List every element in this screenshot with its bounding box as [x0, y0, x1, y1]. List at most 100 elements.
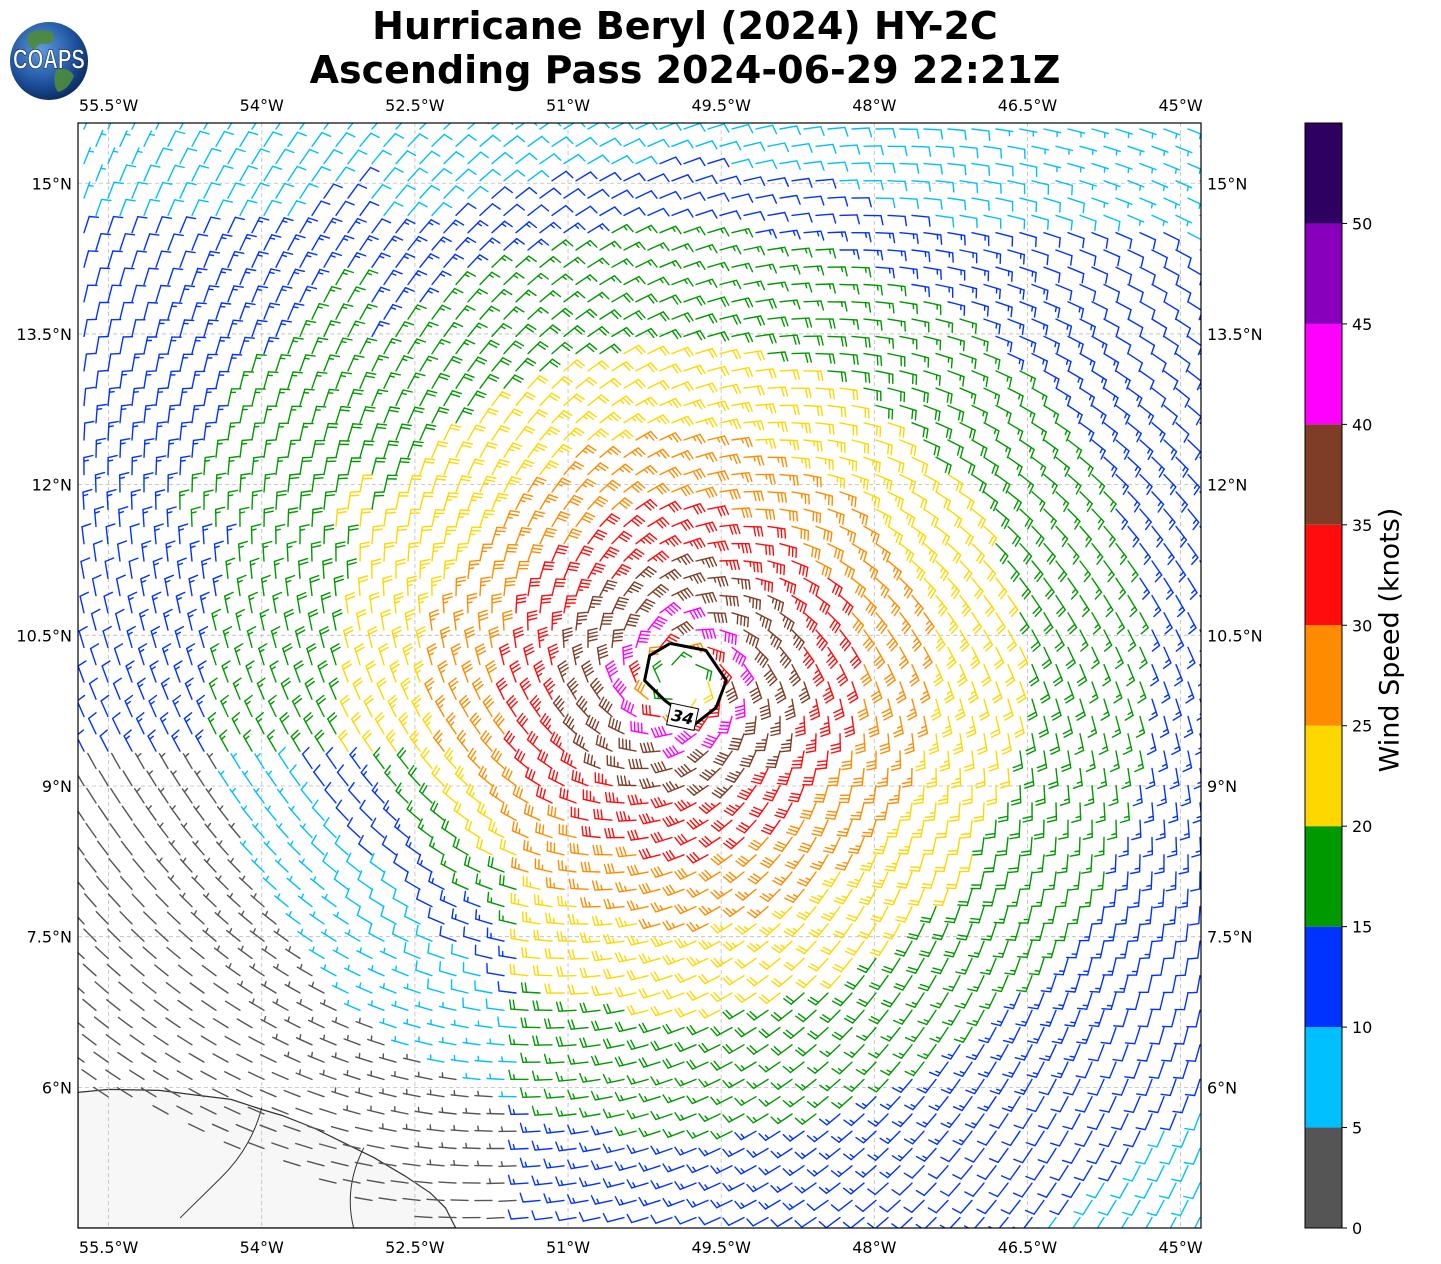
- wind-barb: [591, 915, 613, 926]
- wind-barb: [555, 1141, 577, 1152]
- wind-barb: [289, 764, 301, 787]
- wind-barb: [287, 507, 299, 528]
- wind-barb: [851, 612, 865, 634]
- wind-barb: [947, 473, 964, 493]
- wind-barb: [131, 284, 147, 303]
- wind-barb: [887, 214, 908, 227]
- wind-barb: [879, 1199, 901, 1213]
- wind-barb: [638, 1057, 661, 1068]
- wind-barb: [834, 854, 853, 871]
- wind-barb: [911, 819, 925, 838]
- wind-barb: [851, 127, 873, 138]
- wind-barb: [1170, 1199, 1189, 1217]
- wind-barb: [371, 252, 391, 268]
- wind-barb: [1055, 491, 1070, 513]
- wind-barb: [831, 1026, 853, 1041]
- wind-barb: [1079, 352, 1096, 372]
- wind-barb: [780, 733, 793, 753]
- wind-barb: [794, 1078, 817, 1091]
- wind-barb: [230, 753, 241, 770]
- wind-barb: [1055, 249, 1073, 266]
- wind-barb: [583, 752, 601, 770]
- wind-barb: [493, 712, 505, 735]
- wind-barb: [203, 250, 221, 268]
- wind-barb: [626, 1213, 649, 1224]
- wind-barb: [743, 350, 765, 361]
- wind-barb: [310, 834, 325, 856]
- wind-barb: [964, 1113, 985, 1129]
- wind-barb: [395, 287, 415, 303]
- wind-barb: [815, 283, 836, 294]
- wind-barb: [1089, 975, 1105, 993]
- wind-barb: [935, 249, 954, 263]
- wind-barb: [575, 545, 594, 562]
- wind-barb: [1054, 923, 1069, 942]
- wind-barb: [1007, 594, 1019, 617]
- colorbar-tick-label: 15: [1352, 918, 1372, 937]
- wind-barb: [770, 715, 781, 737]
- wind-barb: [911, 249, 931, 263]
- wind-barb: [1199, 214, 1201, 217]
- wind-barb: [789, 664, 801, 687]
- wind-barb: [674, 1112, 697, 1122]
- wind-barb: [1118, 836, 1129, 858]
- wind-barb: [833, 888, 853, 905]
- wind-barb: [590, 1125, 613, 1136]
- wind-barb: [101, 660, 111, 683]
- wind-barb: [1091, 197, 1109, 208]
- wind-barb: [713, 750, 733, 766]
- wind-barb: [569, 842, 589, 856]
- wind-barb: [463, 926, 481, 942]
- wind-barb: [952, 733, 964, 755]
- wind-barb: [762, 784, 781, 802]
- wind-barb: [599, 612, 614, 631]
- wind-barb: [191, 233, 209, 251]
- wind-barb: [343, 1069, 361, 1081]
- wind-barb: [342, 1143, 361, 1150]
- wind-barb: [863, 352, 883, 367]
- wind-barb: [359, 440, 375, 458]
- wind-barb: [923, 543, 938, 564]
- wind-barb: [1117, 871, 1129, 892]
- wind-barb: [1006, 629, 1017, 652]
- wind-barb: [287, 371, 303, 389]
- wind-barb: [575, 171, 598, 182]
- wind-barb: [435, 694, 446, 718]
- wind-barb: [1020, 836, 1033, 857]
- lon-tick-label-bottom: 49.5°W: [691, 1238, 751, 1257]
- wind-barb: [791, 750, 805, 769]
- wind-barb: [455, 236, 477, 251]
- wind-barb: [887, 422, 905, 438]
- wind-barb: [1154, 854, 1165, 875]
- wind-barb: [1151, 180, 1169, 192]
- wind-barb: [659, 225, 682, 235]
- wind-barb: [108, 858, 121, 873]
- wind-barb: [474, 1160, 493, 1167]
- wind-barb: [78, 845, 85, 856]
- wind-barb: [273, 928, 289, 942]
- wind-barb: [707, 296, 730, 307]
- wind-barb: [323, 422, 339, 441]
- wind-barb: [1035, 784, 1046, 806]
- wind-barb: [205, 787, 217, 804]
- wind-barb: [157, 787, 169, 804]
- wind-barb: [650, 1076, 673, 1086]
- wind-barb: [371, 457, 387, 476]
- wind-barb: [161, 643, 172, 666]
- wind-barb: [806, 1199, 829, 1211]
- wind-barb: [260, 1016, 277, 1029]
- wind-barb: [199, 1105, 217, 1115]
- wind-barb: [477, 609, 489, 631]
- wind-barb: [428, 871, 445, 890]
- wind-barb: [1026, 1061, 1045, 1078]
- wind-barb: [587, 188, 610, 199]
- wind-barb: [755, 577, 774, 593]
- wind-barb: [539, 527, 557, 545]
- wind-barb: [515, 459, 535, 476]
- wind-barb: [128, 1069, 145, 1081]
- wind-barb: [366, 1144, 385, 1150]
- wind-barb: [1018, 905, 1033, 924]
- wind-barb: [273, 557, 284, 579]
- wind-barb: [1091, 646, 1100, 670]
- wind-barb: [419, 492, 435, 510]
